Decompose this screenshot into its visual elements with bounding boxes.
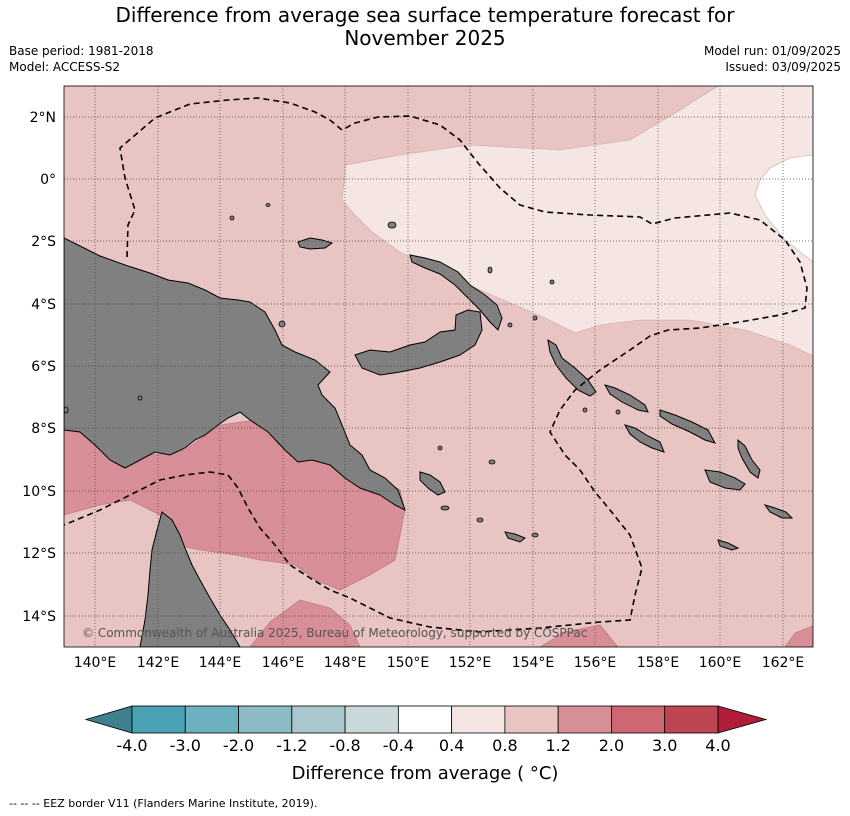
colorbar-extend-low (84, 705, 133, 734)
eez-border (64, 97, 808, 633)
lat-label: 12°S (22, 546, 56, 562)
colorbar-cell (504, 705, 559, 734)
colorbar-cell (344, 705, 399, 734)
colorbar-cell (557, 705, 612, 734)
colorbar-tick-label: 1.2 (545, 736, 570, 755)
lon-label: 148°E (324, 655, 367, 671)
lon-label: 154°E (512, 655, 555, 671)
model-name: Model: ACCESS-S2 (9, 60, 121, 74)
colorbar-cell (238, 705, 293, 734)
colorbar-cell (291, 705, 346, 734)
lon-label: 140°E (74, 655, 117, 671)
title-line-2: November 2025 (344, 26, 506, 50)
colorbar-tick-label: 3.0 (652, 736, 677, 755)
longitude-labels: 140°E 142°E 144°E 146°E 148°E 150°E 152°… (74, 655, 805, 671)
colorbar-tick-label: -0.8 (329, 736, 360, 755)
graticule (64, 86, 813, 647)
land-small-islands (64, 203, 621, 538)
land-new-britain (354, 309, 483, 376)
lon-label: 144°E (199, 655, 242, 671)
lon-label: 162°E (762, 655, 805, 671)
meta-right: Model run: 01/09/2025 Issued: 03/09/2025 (704, 43, 841, 75)
copyright-notice: © Commonwealth of Australia 2025, Bureau… (82, 626, 587, 640)
lat-label: 2°S (31, 234, 56, 250)
colorbar-cell (184, 705, 239, 734)
land-choiseul (603, 384, 649, 413)
colorbar-tick-label: 0.4 (439, 736, 464, 755)
colorbar-tick-label: -1.2 (276, 736, 307, 755)
lon-label: 158°E (637, 655, 680, 671)
anomaly-band-1.2-2.0-east (784, 625, 813, 647)
lon-label: 142°E (137, 655, 180, 671)
land-cape-york (139, 511, 241, 647)
colorbar-tick-label: 2.0 (599, 736, 624, 755)
colorbar-tick-label: 4.0 (705, 736, 730, 755)
lon-label: 146°E (262, 655, 305, 671)
land-new-ireland (409, 254, 503, 331)
colorbar-cell (664, 705, 719, 734)
chart-title: Difference from average sea surface temp… (0, 4, 850, 50)
land-guadalcanal (704, 469, 746, 491)
land-new-guinea (64, 237, 406, 511)
land-dentrecasteaux (419, 471, 446, 496)
base-period: Base period: 1981-2018 (9, 44, 154, 58)
colorbar-tick-label: -4.0 (116, 736, 147, 755)
colorbar-tick-label: -0.4 (383, 736, 414, 755)
colorbar-extend-high (717, 705, 768, 734)
colorbar-tick-label: -3.0 (170, 736, 201, 755)
land-santa-isabel (659, 409, 717, 444)
anomaly-band-1.2-2.0-southeast (539, 624, 619, 647)
colorbar-cell (611, 705, 666, 734)
map-frame (63, 85, 814, 648)
land-louisiade (504, 531, 526, 543)
lat-label: 8°S (31, 421, 56, 437)
colorbar-title: Difference from average ( °C) (291, 763, 559, 784)
colorbar-cell (131, 705, 186, 734)
lat-label: 0° (40, 172, 56, 188)
meta-left: Base period: 1981-2018 Model: ACCESS-S2 (9, 43, 154, 75)
land-makira (763, 504, 794, 519)
lat-label: 10°S (22, 484, 56, 500)
lat-label: 4°S (31, 297, 56, 313)
colorbar-tick-label: -2.0 (223, 736, 254, 755)
lon-label: 152°E (449, 655, 492, 671)
land-malaita (737, 438, 761, 479)
anomaly-band-1.2-2.0-south (249, 599, 361, 647)
lon-label: 150°E (387, 655, 430, 671)
colorbar-cell (451, 705, 506, 734)
issued-date: Issued: 03/09/2025 (725, 60, 841, 74)
colorbar: -4.0 -3.0 -2.0 -1.2 -0.8 -0.4 0.4 0.8 1.2 2.0 3.0 4… (84, 705, 768, 755)
lat-label: 6°S (31, 359, 56, 375)
title-line-1: Difference from average sea surface temp… (115, 3, 735, 27)
lat-label: 2°N (30, 110, 56, 126)
land-manus (297, 237, 334, 250)
eez-footnote: -- -- -- EEZ border V11 (Flanders Marine… (9, 797, 318, 810)
model-run: Model run: 01/09/2025 (703, 44, 841, 58)
lon-label: 156°E (574, 655, 617, 671)
map-area: © Commonwealth of Australia 2025, Bureau… (64, 86, 813, 647)
latitude-labels: 2°N 0° 2°S 4°S 6°S 8°S 10°S 12°S 14°S (22, 110, 56, 625)
colorbar-cell (397, 705, 453, 734)
land-new-georgia (623, 424, 665, 453)
lat-label: 14°S (22, 609, 56, 625)
colorbar-tick-label: 0.8 (492, 736, 517, 755)
lon-label: 160°E (699, 655, 742, 671)
